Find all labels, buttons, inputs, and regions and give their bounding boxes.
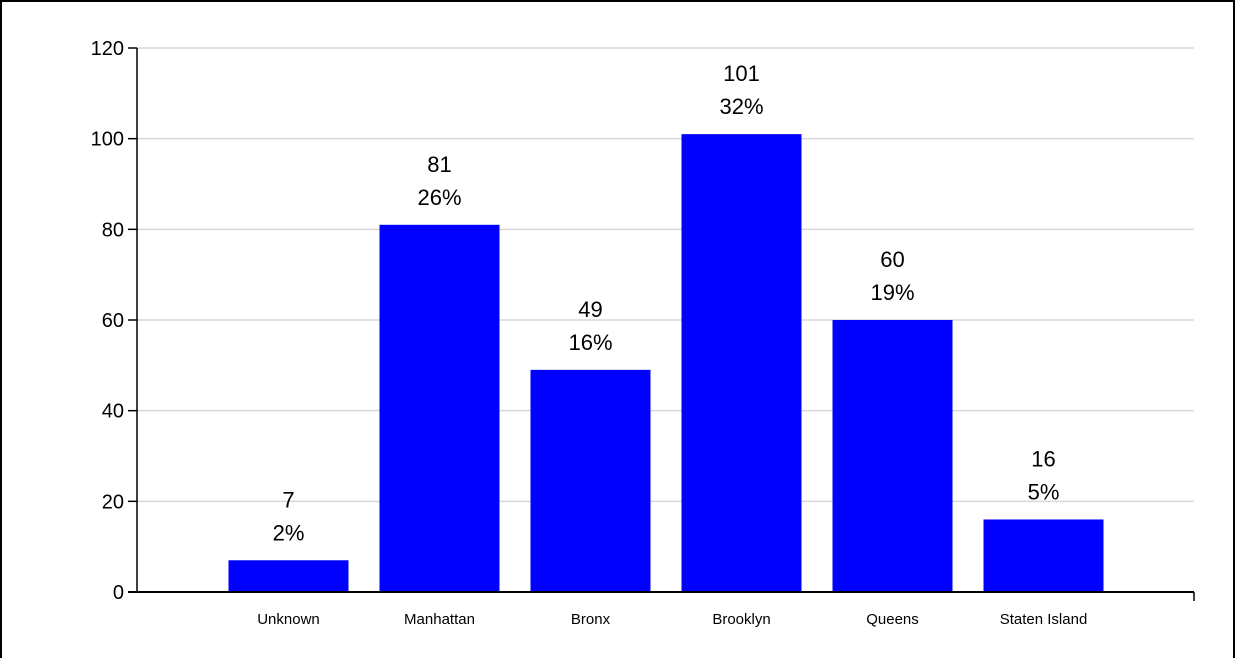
y-tick-label: 20 bbox=[102, 491, 124, 513]
x-tick-label: Brooklyn bbox=[712, 611, 770, 628]
percent-label: 2% bbox=[273, 520, 305, 545]
x-tick-label: Manhattan bbox=[404, 611, 475, 628]
x-tick-label: Staten Island bbox=[1000, 611, 1088, 628]
y-tick-label: 40 bbox=[102, 401, 124, 423]
bar bbox=[983, 519, 1104, 592]
axes bbox=[128, 48, 1195, 601]
value-label: 101 bbox=[723, 61, 760, 86]
data-labels: 7 2% 81 26% 49 16% 101 32% 60 19% 16 5% bbox=[273, 61, 1060, 545]
bar bbox=[530, 369, 651, 592]
bars bbox=[228, 134, 1104, 593]
y-tick-labels: 0 20 40 60 80 100 120 bbox=[91, 38, 137, 604]
percent-label: 16% bbox=[568, 330, 612, 355]
bar bbox=[832, 320, 953, 592]
percent-label: 26% bbox=[417, 185, 461, 210]
percent-label: 5% bbox=[1028, 479, 1060, 504]
y-tick-label: 0 bbox=[113, 582, 124, 604]
y-tick-label: 120 bbox=[91, 38, 124, 60]
y-tick-label: 80 bbox=[102, 219, 124, 241]
y-tick-label: 100 bbox=[91, 129, 124, 151]
y-tick-label: 60 bbox=[102, 310, 124, 332]
value-label: 16 bbox=[1031, 446, 1055, 471]
x-tick-labels: Unknown Manhattan Bronx Brooklyn Queens State… bbox=[257, 611, 1087, 628]
value-label: 49 bbox=[578, 297, 602, 322]
bar bbox=[228, 560, 349, 592]
x-tick-label: Unknown bbox=[257, 611, 320, 628]
gridlines bbox=[137, 47, 1194, 503]
percent-label: 19% bbox=[870, 280, 914, 305]
bar bbox=[379, 224, 500, 593]
bar bbox=[681, 134, 802, 592]
percent-label: 32% bbox=[719, 94, 763, 119]
x-tick-label: Queens bbox=[866, 611, 919, 628]
value-label: 60 bbox=[880, 247, 904, 272]
value-label: 7 bbox=[282, 487, 294, 512]
x-tick-label: Bronx bbox=[571, 611, 611, 628]
value-label: 81 bbox=[427, 152, 451, 177]
